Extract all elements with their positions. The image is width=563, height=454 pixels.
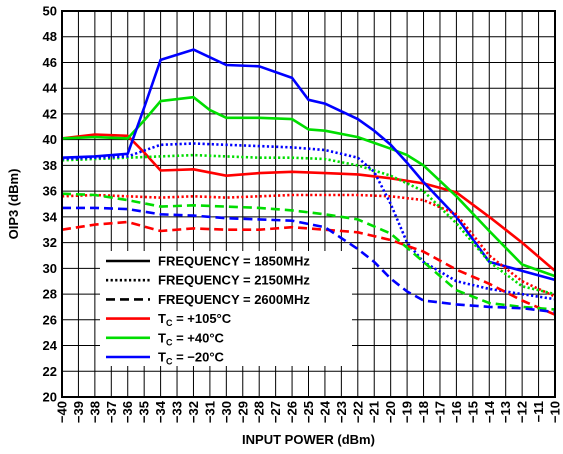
- x-tick-label: −38: [87, 401, 102, 423]
- y-tick-label: 46: [43, 55, 57, 70]
- y-tick-label: 22: [43, 364, 57, 379]
- x-tick-label: −40: [55, 401, 70, 423]
- x-tick-label: −15: [465, 401, 480, 423]
- y-tick-label: 20: [43, 390, 57, 405]
- legend-label-sub: C: [166, 318, 173, 328]
- x-tick-label: −22: [350, 401, 365, 423]
- series-line-dashed: [61, 192, 556, 311]
- y-tick-labels: 20 22 24 26 28 30 32 34 36 38 40 42 44 46 48 50: [43, 4, 58, 405]
- x-tick-label: −37: [104, 401, 119, 423]
- series-line-dotted: [61, 153, 556, 296]
- y-tick-label: 34: [43, 209, 58, 224]
- x-tick-label: −23: [334, 401, 349, 423]
- x-tick-label: −12: [515, 401, 530, 423]
- x-tick-label: −19: [400, 401, 415, 423]
- series-line-solid: [61, 48, 556, 282]
- x-tick-label: −31: [202, 401, 217, 423]
- y-tick-label: 32: [43, 235, 57, 250]
- legend-label-main: T: [158, 330, 166, 345]
- x-tick-label: −34: [153, 400, 168, 423]
- y-tick-label: 50: [43, 4, 57, 19]
- legend-label: TC = +105°C: [158, 311, 232, 328]
- legend-label: FREQUENCY = 2600MHz: [158, 292, 310, 307]
- legend-label: FREQUENCY = 1850MHz: [158, 254, 310, 269]
- legend-label-rest: = +105°C: [172, 311, 231, 326]
- y-axis-title: OIP3 (dBm): [6, 169, 21, 240]
- x-tick-label: −28: [252, 401, 267, 423]
- y-tick-label: 28: [43, 287, 57, 302]
- legend-label-rest: = +40°C: [172, 330, 224, 345]
- x-axis-title: INPUT POWER (dBm): [242, 432, 375, 447]
- y-tick-label: 42: [43, 106, 57, 121]
- x-tick-label: −11: [531, 401, 546, 422]
- y-tick-label: 48: [43, 29, 57, 44]
- series-lines: [61, 48, 556, 316]
- series-line-dashed: [62, 206, 556, 314]
- legend-label-sub: C: [166, 357, 173, 367]
- x-tick-label: −17: [432, 401, 447, 423]
- x-tick-label: −18: [416, 401, 431, 423]
- legend-label-sub: C: [166, 337, 173, 347]
- y-tick-label: 38: [43, 158, 57, 173]
- legend-label: TC = −20°C: [158, 350, 225, 367]
- legend-label-main: T: [158, 311, 166, 326]
- series-line-solid: [61, 95, 556, 278]
- y-tick-label: 26: [43, 312, 57, 327]
- x-tick-label: −32: [186, 401, 201, 423]
- x-tick-label: −35: [137, 401, 152, 423]
- series-line-dashed: [61, 220, 556, 316]
- y-tick-label: 30: [43, 261, 57, 276]
- x-tick-label: −36: [120, 401, 135, 423]
- y-tick-label: 40: [43, 132, 57, 147]
- x-tick-label: −16: [449, 401, 464, 423]
- x-tick-label: −29: [235, 401, 250, 423]
- series-line-solid: [61, 133, 556, 272]
- x-tick-label: −33: [170, 401, 185, 423]
- legend-box: [100, 251, 352, 366]
- x-tick-label: −26: [285, 401, 300, 423]
- legend: FREQUENCY = 1850MHz FREQUENCY = 2150MHz FR…: [100, 251, 352, 367]
- x-tick-label: −25: [301, 401, 316, 423]
- x-tick-label: −24: [317, 400, 332, 423]
- legend-label: FREQUENCY = 2150MHz: [158, 273, 310, 288]
- plot-border: [61, 10, 556, 398]
- legend-label-main: T: [158, 350, 166, 365]
- y-tick-label: 44: [43, 81, 58, 96]
- x-tick-label: −21: [367, 401, 382, 423]
- x-tick-label: −13: [498, 401, 513, 423]
- y-tick-label: 36: [43, 184, 57, 199]
- x-tick-label: −14: [482, 400, 497, 423]
- x-tick-label: −20: [383, 401, 398, 423]
- legend-label-rest: = −20°C: [172, 350, 224, 365]
- x-tick-label: −39: [71, 401, 86, 423]
- x-tick-label: −10: [548, 401, 563, 423]
- x-tick-label: −27: [268, 401, 283, 423]
- series-line-dotted: [61, 142, 556, 301]
- x-tick-label: −30: [219, 401, 234, 423]
- y-tick-label: 24: [43, 338, 58, 353]
- legend-label: TC = +40°C: [158, 330, 225, 347]
- series-line-dotted: [61, 193, 556, 298]
- x-tick-labels: −40 −39 −38 −37 −36 −35 −34 −33 −32 −31 −30 −29 −28−…: [55, 400, 563, 423]
